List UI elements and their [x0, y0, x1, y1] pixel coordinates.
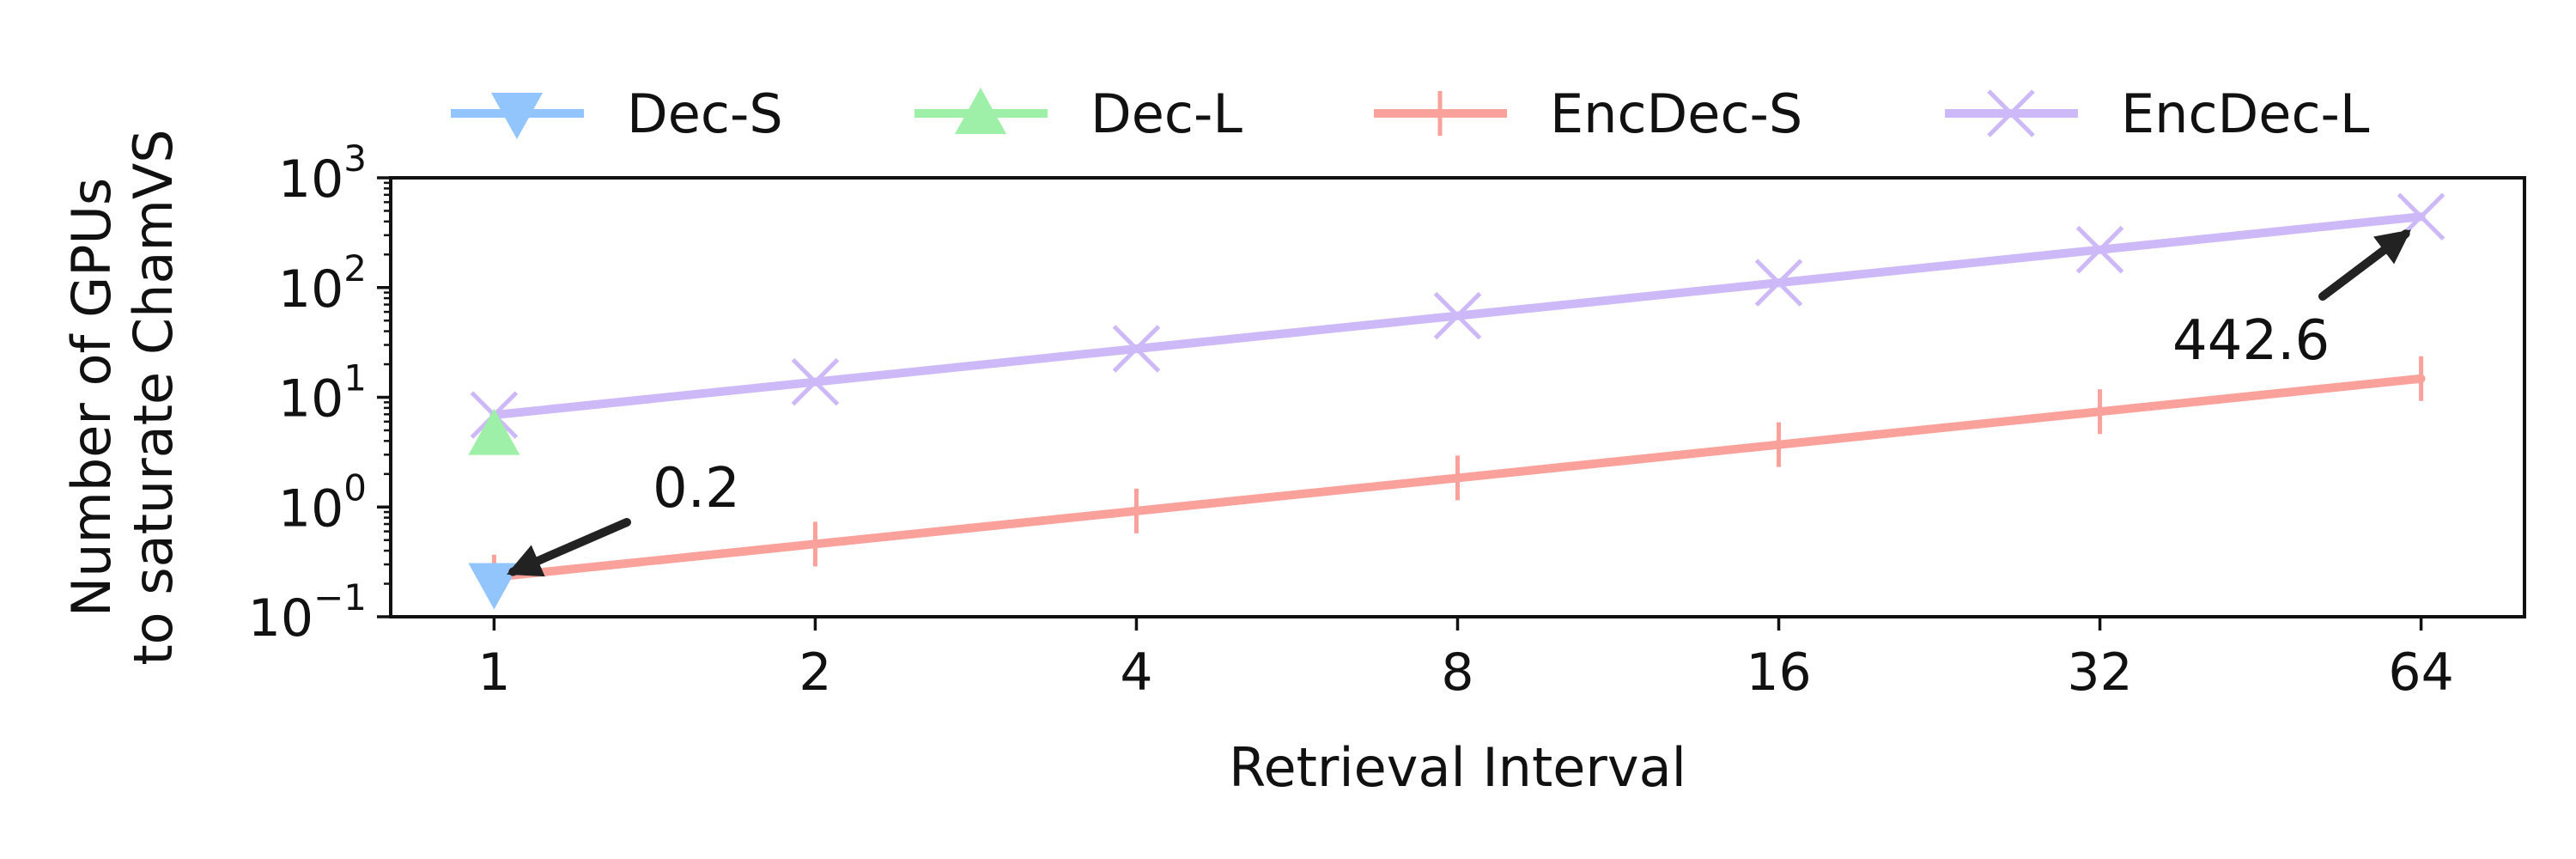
legend-label: EncDec-S — [1550, 82, 1802, 145]
point-encdec-l-stroke-b — [2075, 225, 2124, 274]
annotation-arrow — [507, 518, 631, 577]
legend-item-dec-l: Dec-L — [914, 82, 1242, 145]
legend-item-encdec-l: EncDec-L — [1945, 82, 2370, 145]
y-axis-label-line-1: Number of GPUs — [60, 178, 123, 617]
annotation-label: 442.6 — [2172, 309, 2330, 373]
y-tick-label-exponent: 2 — [343, 247, 367, 289]
x-tick-label: 64 — [2388, 643, 2453, 703]
point-encdec-l-stroke-b — [1754, 259, 1803, 307]
x-tick-label: 4 — [1120, 643, 1152, 703]
series-group — [468, 192, 2445, 610]
x-axis: 1 2 4 8 16 32 64 — [477, 617, 2454, 703]
y-tick-label-exponent: 0 — [343, 466, 367, 509]
point-encdec-l — [1754, 259, 1803, 307]
annotations: 0.2 442.6 — [507, 229, 2411, 577]
point-dec-l — [468, 408, 520, 455]
legend-swatch-marker-stroke-b — [1987, 89, 2035, 137]
y-tick-label: 103 — [278, 137, 367, 210]
point-encdec-l — [1433, 291, 1482, 340]
legend-item-encdec-s: EncDec-S — [1374, 82, 1802, 145]
y-tick-label: 100 — [278, 466, 367, 539]
series-encdec-l — [470, 192, 2445, 439]
y-tick-label-exponent: 1 — [343, 357, 367, 399]
legend-item-dec-s: Dec-S — [451, 82, 783, 145]
annotation-label: 0.2 — [653, 457, 740, 521]
point-encdec-l-stroke-b — [1433, 291, 1482, 340]
point-encdec-l — [1112, 325, 1161, 373]
point-encdec-l-stroke-b — [1112, 325, 1161, 373]
x-tick-label: 2 — [799, 643, 831, 703]
x-tick-label: 1 — [477, 643, 510, 703]
legend: Dec-S Dec-L EncDec-S EncDec-L — [451, 82, 2370, 145]
y-tick-label-base: 10 — [278, 259, 343, 320]
y-axis-label-line-2: to saturate ChamVS — [122, 129, 185, 665]
legend-label: EncDec-L — [2121, 82, 2370, 145]
y-tick-label-base: 10 — [278, 369, 343, 430]
y-minor-ticks — [384, 181, 391, 585]
y-tick-label-base: 10 — [278, 149, 343, 210]
point-encdec-l — [2075, 225, 2124, 274]
x-tick-label: 32 — [2067, 643, 2132, 703]
legend-label: Dec-L — [1091, 82, 1242, 145]
legend-swatch-marker — [1987, 89, 2035, 137]
y-tick-label-base: 10 — [278, 478, 343, 539]
x-tick-label: 8 — [1441, 643, 1473, 703]
y-tick-label: 101 — [278, 357, 367, 430]
y-tick-label: 10−1 — [248, 576, 367, 649]
y-tick-label-base: 10 — [248, 588, 313, 649]
point-encdec-l — [791, 357, 840, 406]
y-tick-label: 102 — [278, 247, 367, 320]
point-encdec-l-stroke-b — [791, 357, 840, 406]
x-tick-label: 16 — [1746, 643, 1811, 703]
annotation-arrow — [2318, 229, 2411, 301]
legend-label: Dec-S — [627, 82, 783, 145]
legend-swatch-marker — [491, 93, 543, 139]
y-tick-label-exponent: 3 — [343, 137, 367, 180]
legend-swatch-marker — [955, 88, 1006, 134]
y-tick-label-exponent: −1 — [313, 576, 367, 618]
x-axis-label: Retrieval Interval — [1229, 736, 1686, 799]
series-encdec-s — [489, 356, 2426, 600]
series-dec-l — [468, 408, 520, 455]
